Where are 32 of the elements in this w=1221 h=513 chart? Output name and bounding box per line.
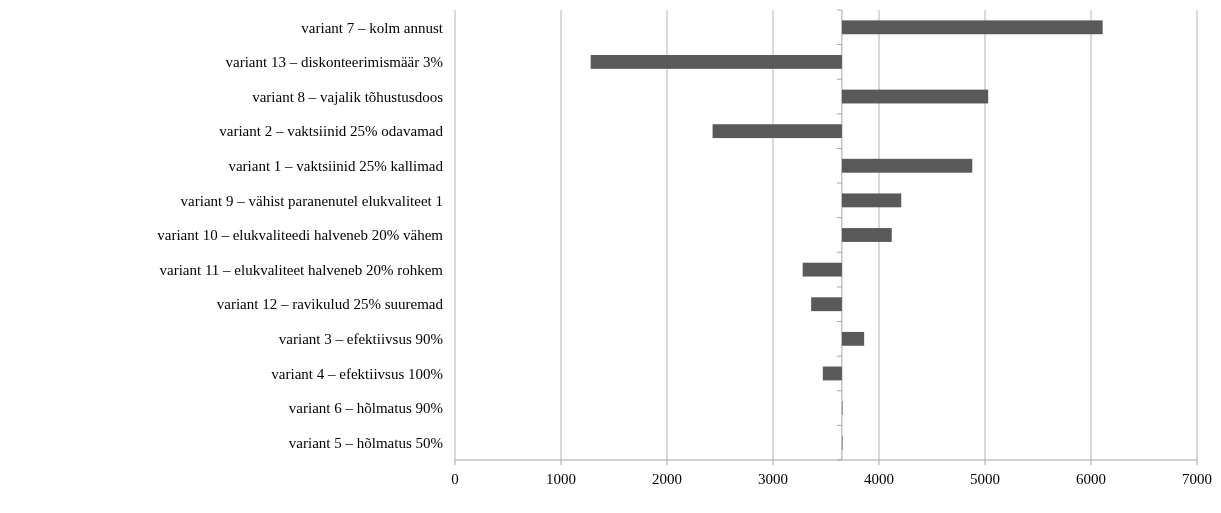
y-tick-label: variant 9 – vähist paranenutel elukvaliteet 1 <box>180 192 443 209</box>
y-tick-label: variant 4 – efektiivsus 100% <box>271 365 443 382</box>
bar <box>841 89 989 104</box>
bar <box>712 124 842 139</box>
y-tick-label: variant 5 – hõlmatus 50% <box>288 434 443 451</box>
x-tick-label: 1000 <box>546 471 576 487</box>
bar <box>841 20 1103 35</box>
y-tick-label: variant 11 – elukvaliteet halveneb 20% rohkem <box>159 261 444 278</box>
bar <box>841 331 865 346</box>
bar <box>822 366 842 381</box>
bar <box>811 297 842 312</box>
bar <box>590 55 842 69</box>
x-tick-label: 5000 <box>970 471 1000 487</box>
y-tick-label: variant 3 – efektiivsus 90% <box>278 331 443 348</box>
y-tick-label: variant 7 – kolm annust <box>301 19 444 36</box>
x-tick-label: 2000 <box>652 471 682 487</box>
x-tick-label: 3000 <box>758 471 788 487</box>
y-tick-label: variant 13 – diskonteerimismäär 3% <box>225 54 443 71</box>
x-tick-label: 7000 <box>1182 471 1212 487</box>
y-tick-label: variant 2 – vaktsiinid 25% odavamad <box>219 123 444 140</box>
bar <box>802 262 842 277</box>
y-tick-label: variant 10 – elukvaliteedi halveneb 20% vähem <box>157 227 444 244</box>
bar <box>841 193 902 208</box>
bar <box>841 228 892 242</box>
y-tick-label: variant 12 – ravikulud 25% suuremad <box>216 296 444 313</box>
x-tick-label: 4000 <box>864 471 894 487</box>
y-tick-label: variant 8 – vajalik tõhustusdoos <box>252 88 444 105</box>
x-tick-label: 6000 <box>1076 471 1106 487</box>
y-tick-label: variant 6 – hõlmatus 90% <box>288 400 443 417</box>
x-tick-label: 0 <box>451 471 459 487</box>
bar <box>841 158 973 173</box>
y-tick-label: variant 1 – vaktsiinid 25% kallimad <box>228 158 444 175</box>
